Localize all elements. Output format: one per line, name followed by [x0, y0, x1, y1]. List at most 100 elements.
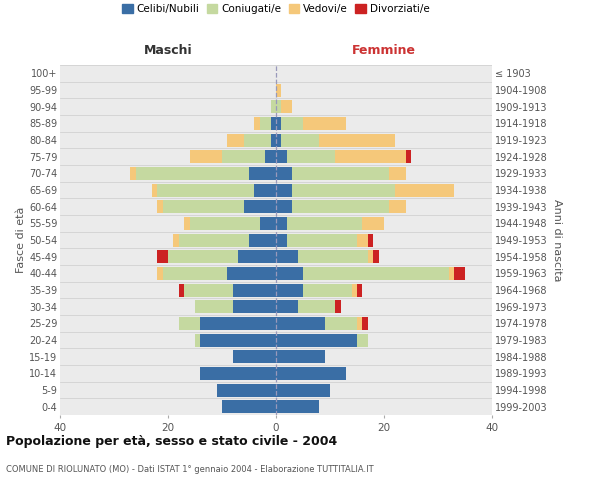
Bar — [249, 234, 276, 246]
Bar — [276, 100, 281, 113]
Bar — [238, 250, 276, 263]
Bar — [357, 317, 362, 330]
Bar — [389, 200, 406, 213]
Bar — [357, 334, 368, 346]
Bar — [276, 167, 292, 180]
Bar — [281, 134, 319, 146]
Bar — [276, 350, 325, 363]
Bar — [276, 400, 319, 413]
Legend: Celibi/Nubili, Coniugati/e, Vedovi/e, Divorziati/e: Celibi/Nubili, Coniugati/e, Vedovi/e, Di… — [118, 0, 434, 18]
Bar — [157, 250, 168, 263]
Bar — [200, 367, 276, 380]
Bar — [276, 150, 287, 163]
Bar — [136, 167, 249, 180]
Bar — [292, 167, 389, 180]
Text: Femmine: Femmine — [352, 44, 416, 58]
Bar — [179, 317, 200, 330]
Bar — [271, 134, 276, 146]
Bar — [163, 267, 227, 280]
Bar — [249, 167, 276, 180]
Bar — [335, 150, 406, 163]
Bar — [362, 217, 384, 230]
Y-axis label: Fasce di età: Fasce di età — [16, 207, 26, 273]
Bar — [276, 250, 298, 263]
Bar — [406, 150, 411, 163]
Bar — [298, 300, 335, 313]
Bar — [276, 234, 287, 246]
Bar — [233, 284, 276, 296]
Bar — [454, 267, 465, 280]
Bar — [200, 317, 276, 330]
Bar — [287, 234, 357, 246]
Bar — [157, 184, 254, 196]
Bar — [190, 150, 222, 163]
Bar — [292, 200, 389, 213]
Bar — [271, 100, 276, 113]
Bar — [184, 217, 190, 230]
Bar — [276, 184, 292, 196]
Bar — [335, 300, 341, 313]
Bar — [276, 384, 330, 396]
Bar — [222, 400, 276, 413]
Bar — [276, 217, 287, 230]
Text: Maschi: Maschi — [143, 44, 193, 58]
Bar — [276, 334, 357, 346]
Bar — [157, 200, 163, 213]
Bar — [271, 117, 276, 130]
Bar — [276, 317, 325, 330]
Bar — [368, 234, 373, 246]
Bar — [276, 134, 281, 146]
Bar — [195, 300, 233, 313]
Bar — [373, 250, 379, 263]
Bar — [276, 117, 281, 130]
Bar — [276, 300, 298, 313]
Bar — [287, 217, 362, 230]
Bar — [276, 267, 303, 280]
Bar — [303, 267, 449, 280]
Bar — [276, 200, 292, 213]
Bar — [190, 217, 260, 230]
Bar — [287, 150, 335, 163]
Bar — [233, 300, 276, 313]
Bar — [276, 367, 346, 380]
Bar — [227, 267, 276, 280]
Text: Popolazione per età, sesso e stato civile - 2004: Popolazione per età, sesso e stato civil… — [6, 435, 337, 448]
Bar — [357, 234, 368, 246]
Bar — [179, 284, 184, 296]
Bar — [217, 384, 276, 396]
Bar — [281, 117, 303, 130]
Bar — [303, 117, 346, 130]
Text: COMUNE DI RIOLUNATO (MO) - Dati ISTAT 1° gennaio 2004 - Elaborazione TUTTITALIA.: COMUNE DI RIOLUNATO (MO) - Dati ISTAT 1°… — [6, 465, 374, 474]
Bar — [325, 317, 357, 330]
Bar — [362, 317, 368, 330]
Bar — [449, 267, 454, 280]
Bar — [200, 334, 276, 346]
Bar — [244, 200, 276, 213]
Bar — [298, 250, 368, 263]
Bar — [303, 284, 352, 296]
Bar — [222, 150, 265, 163]
Bar — [195, 334, 200, 346]
Bar — [173, 234, 179, 246]
Bar — [260, 217, 276, 230]
Bar — [276, 284, 303, 296]
Bar — [352, 284, 357, 296]
Bar — [265, 150, 276, 163]
Bar — [319, 134, 395, 146]
Bar — [276, 84, 281, 96]
Bar — [152, 184, 157, 196]
Bar — [395, 184, 454, 196]
Bar — [157, 267, 163, 280]
Bar — [179, 234, 249, 246]
Bar — [357, 284, 362, 296]
Y-axis label: Anni di nascita: Anni di nascita — [551, 198, 562, 281]
Bar — [227, 134, 244, 146]
Bar — [292, 184, 395, 196]
Bar — [368, 250, 373, 263]
Bar — [130, 167, 136, 180]
Bar — [254, 117, 260, 130]
Bar — [184, 284, 233, 296]
Bar — [254, 184, 276, 196]
Bar — [260, 117, 271, 130]
Bar — [168, 250, 238, 263]
